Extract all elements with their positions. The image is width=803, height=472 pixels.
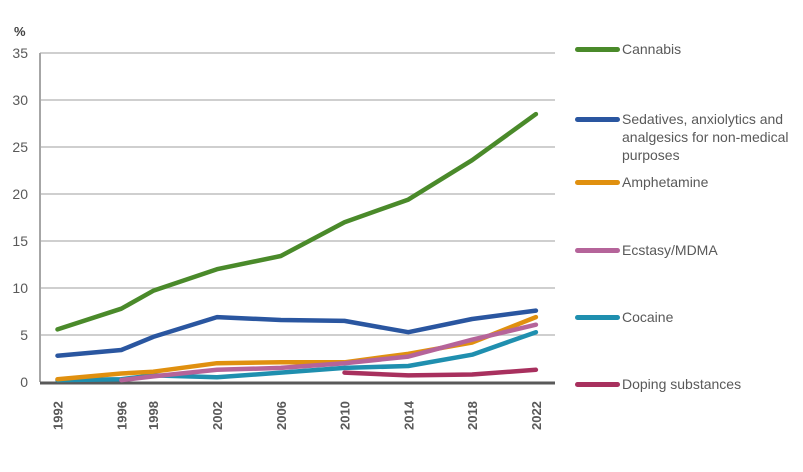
y-tick-label: 5 <box>20 327 28 343</box>
legend-item-cocaine: Cocaine <box>575 308 797 326</box>
legend-item-ecstasy: Ecstasy/MDMA <box>575 241 797 259</box>
x-tick-label: 2006 <box>274 401 289 430</box>
y-tick-label: 30 <box>12 92 28 108</box>
y-tick-label: 35 <box>12 45 28 61</box>
x-tick-label: 1992 <box>51 401 66 430</box>
x-axis-ticks: 1992 1996 1998 2002 2006 2010 2014 2018 2022 <box>51 400 544 430</box>
x-tick-label: 2002 <box>210 401 225 430</box>
y-tick-label: 10 <box>12 280 28 296</box>
y-axis-unit-label: % <box>14 24 26 39</box>
x-tick-label: 2014 <box>401 400 416 430</box>
legend-swatch-ecstasy <box>575 248 620 253</box>
legend-swatch-doping <box>575 382 620 387</box>
legend-item-doping: Doping substances <box>575 375 797 393</box>
legend-label: Ecstasy/MDMA <box>622 242 718 258</box>
legend-swatch-sedatives <box>575 117 620 122</box>
legend-item-cannabis: Cannabis <box>575 40 797 58</box>
legend-label: Amphetamine <box>622 174 709 190</box>
y-tick-label: 15 <box>12 233 28 249</box>
series-group <box>55 111 539 383</box>
legend-item-sedatives: Sedatives, anxiolytics and analgesics fo… <box>575 110 797 164</box>
y-axis-ticks: 0 5 10 15 20 25 30 35 <box>12 45 28 390</box>
series-line-doping <box>342 367 539 378</box>
gridlines <box>40 52 555 336</box>
y-tick-label: 0 <box>20 374 28 390</box>
x-tick-label: 2010 <box>338 401 353 430</box>
legend-swatch-cocaine <box>575 315 620 320</box>
legend-swatch-cannabis <box>575 47 620 52</box>
x-tick-label: 2022 <box>529 401 544 430</box>
legend-swatch-amphetamine <box>575 180 620 185</box>
legend-label: Doping substances <box>622 376 742 392</box>
legend-item-amphetamine: Amphetamine <box>575 173 797 191</box>
series-line-ecstasy <box>119 322 539 383</box>
series-line-sedatives <box>55 308 539 358</box>
x-tick-label: 1998 <box>146 401 161 430</box>
x-tick-label: 1996 <box>114 401 129 430</box>
legend-label: Cannabis <box>622 41 682 57</box>
y-tick-label: 25 <box>12 139 28 155</box>
series-line-cannabis <box>55 111 539 332</box>
legend-label: Sedatives, anxiolytics and analgesics fo… <box>622 111 789 163</box>
x-tick-label: 2018 <box>465 401 480 430</box>
y-tick-label: 20 <box>12 186 28 202</box>
legend-label: Cocaine <box>622 309 674 325</box>
